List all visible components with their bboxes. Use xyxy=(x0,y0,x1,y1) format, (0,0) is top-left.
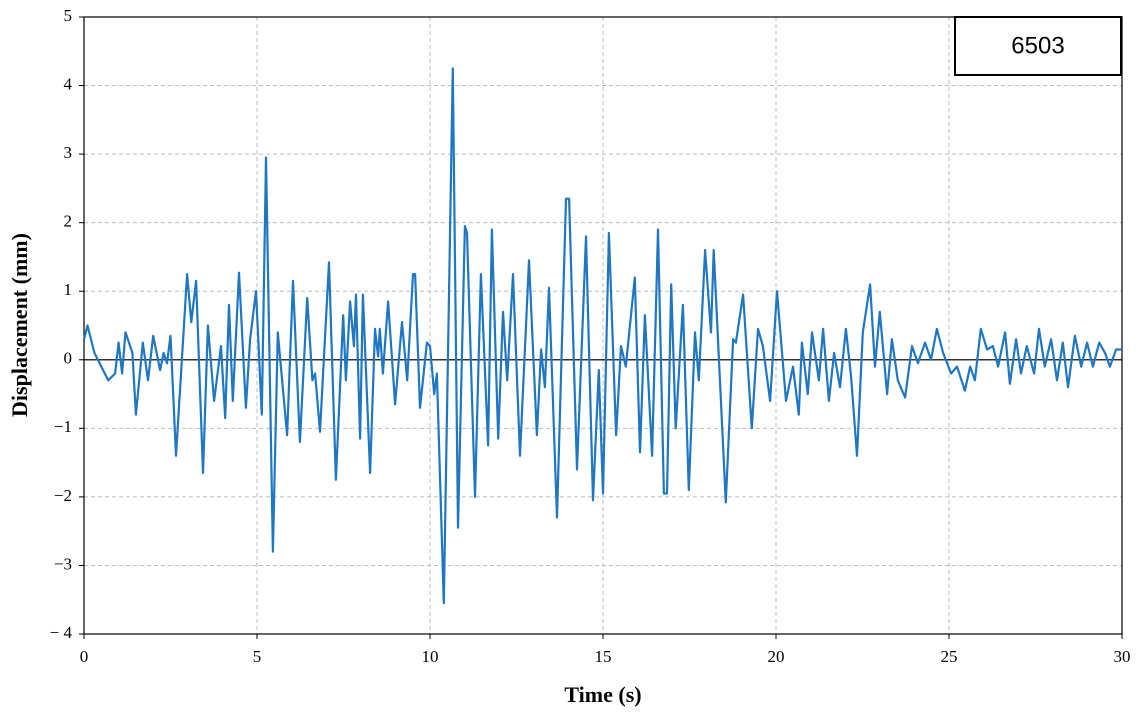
y-tick-label: 5 xyxy=(64,6,73,25)
annotation-box xyxy=(954,16,1122,76)
data-line xyxy=(82,67,1122,605)
y-tick-label: 3 xyxy=(64,143,73,162)
plot-frame xyxy=(83,16,1123,635)
y-tick-label: 0 xyxy=(64,349,73,368)
x-tick-label: 15 xyxy=(595,647,612,666)
x-tick-label: 0 xyxy=(80,647,89,666)
y-axis-label: Displacement (mm) xyxy=(7,233,32,417)
y-tick-label: −1 xyxy=(54,417,72,436)
y-tick-label: − 4 xyxy=(50,623,73,642)
y-tick-label: −2 xyxy=(54,486,72,505)
annotation: 6503 xyxy=(1011,32,1064,59)
y-tick-label: −3 xyxy=(54,554,72,573)
x-tick-label: 25 xyxy=(941,647,958,666)
x-axis-label: Time (s) xyxy=(564,682,641,707)
x-tick-label: 5 xyxy=(253,647,262,666)
x-tick-label: 20 xyxy=(768,647,785,666)
y-tick-label: 1 xyxy=(64,280,73,299)
x-tick-label: 30 xyxy=(1114,647,1131,666)
x-tick-label: 10 xyxy=(422,647,439,666)
y-tick-label: 4 xyxy=(64,74,73,93)
y-tick-label: 2 xyxy=(64,212,73,231)
